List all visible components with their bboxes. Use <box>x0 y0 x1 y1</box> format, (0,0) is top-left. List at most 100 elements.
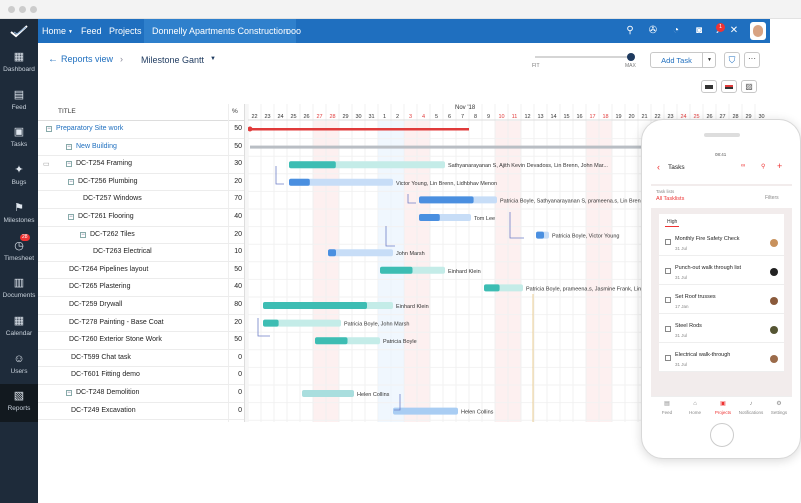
task-title[interactable]: New Building <box>76 142 117 150</box>
task-checkbox[interactable] <box>665 268 671 274</box>
table-row[interactable]: − DC-T256 Plumbing 20 <box>38 174 244 192</box>
logo[interactable] <box>0 19 38 43</box>
phone-back-icon[interactable]: ‹ <box>657 162 660 172</box>
zoom-slider[interactable] <box>535 56 631 58</box>
task-title[interactable]: DC-T256 Plumbing <box>78 177 138 185</box>
task-checkbox[interactable] <box>665 326 671 332</box>
task-checkbox[interactable] <box>665 297 671 303</box>
table-row[interactable]: DC-T265 Plastering 40 <box>38 279 244 297</box>
baseline-icon[interactable] <box>721 80 737 93</box>
phone-search-icon[interactable]: ⚲ <box>761 164 766 170</box>
phone-chain-icon[interactable]: ∞ <box>741 163 746 169</box>
task-bar[interactable] <box>328 249 393 257</box>
tasklist-selector[interactable]: Task lists All Tasklists Filters <box>651 186 792 208</box>
task-title[interactable]: DC-T261 Flooring <box>78 213 134 220</box>
collapse-toggle-icon[interactable]: − <box>68 214 74 220</box>
caret-down-icon[interactable]: ▼ <box>210 56 216 62</box>
task-bar[interactable] <box>263 319 341 327</box>
summary-bar[interactable] <box>250 145 757 149</box>
table-row[interactable]: DC-T263 Electrical 10 <box>38 244 244 262</box>
task-title[interactable]: DC-T254 Framing <box>76 160 133 168</box>
milestone-bar[interactable] <box>248 128 469 131</box>
splitter-handle[interactable] <box>244 104 248 422</box>
gamepad-icon[interactable]: ✇ <box>648 25 658 36</box>
search-icon[interactable]: ⚲ <box>626 25 634 36</box>
sidebar-item-calendar[interactable]: ▦ Calendar <box>0 309 38 347</box>
task-bar[interactable] <box>302 390 354 397</box>
title-column-header[interactable]: TITLE <box>58 108 76 115</box>
sidebar-item-reports[interactable]: ▧ Reports <box>0 384 38 423</box>
nav-feed[interactable]: Feed <box>81 26 102 36</box>
table-row[interactable]: − Preparatory Site work 50 <box>38 121 244 139</box>
table-row[interactable]: − New Building 50 <box>38 139 244 157</box>
filter-icon[interactable]: ⛉ <box>724 52 740 68</box>
table-row[interactable]: DC-T259 Drywall 80 <box>38 297 244 315</box>
phone-tab-projects[interactable]: ▣ Projects <box>709 401 737 415</box>
table-row[interactable]: DC-T601 Fitting demo 0 <box>38 367 244 385</box>
mobile-task-card[interactable]: Electrical walk-through 31 Jul <box>659 348 784 372</box>
table-row[interactable]: − DC-T261 Flooring 40 <box>38 209 244 227</box>
table-row[interactable]: DC-T278 Painting - Base Coat 20 <box>38 315 244 333</box>
phone-filters[interactable]: Filters <box>765 195 779 201</box>
phone-tab-notifications[interactable]: ♪ Notifications <box>737 401 765 415</box>
nav-projects[interactable]: Projects <box>109 26 142 36</box>
reports-view-link[interactable]: Reports view <box>61 54 114 64</box>
percent-column-header[interactable]: % <box>232 108 238 115</box>
nav-home[interactable]: Home <box>42 26 67 36</box>
view-selector[interactable]: Milestone Gantt <box>141 55 205 65</box>
comment-icon[interactable]: ▭ <box>43 161 50 169</box>
task-title[interactable]: DC-T265 Plastering <box>69 283 131 291</box>
task-bar[interactable] <box>289 178 393 186</box>
sidebar-item-milestones[interactable]: ⚑ Milestones <box>0 196 38 234</box>
zoom-handle[interactable] <box>627 53 635 61</box>
task-title[interactable]: DC-T278 Painting - Base Coat <box>69 318 164 326</box>
sidebar-item-bugs[interactable]: ✦ Bugs <box>0 158 38 196</box>
timer-icon[interactable]: ◔ <box>672 25 680 36</box>
task-title[interactable]: Preparatory Site work <box>56 125 124 132</box>
more-options-icon[interactable]: ··· <box>744 52 760 68</box>
home-button[interactable] <box>710 423 734 447</box>
task-checkbox[interactable] <box>665 355 671 361</box>
phone-tab-home[interactable]: ⌂ Home <box>681 401 709 415</box>
sidebar-item-tasks[interactable]: ▣ Tasks <box>0 120 38 158</box>
table-row[interactable]: DC-T599 Chat task 0 <box>38 350 244 368</box>
critical-path-icon[interactable] <box>701 80 717 93</box>
task-title[interactable]: DC-T249 Excavation <box>71 406 136 414</box>
table-row[interactable]: − DC-T248 Demolition 0 <box>38 385 244 403</box>
phone-add-icon[interactable]: + <box>777 161 783 171</box>
mobile-task-card[interactable]: Steel Rods 31 Jul <box>659 319 784 343</box>
project-name-tab[interactable]: Donnelly Apartments Construction <box>144 19 297 43</box>
mobile-task-card[interactable]: Set Roof trusses 17 Jan <box>659 290 784 314</box>
task-title[interactable]: DC-T263 Electrical <box>93 248 152 256</box>
sidebar-item-documents[interactable]: ▥ Documents <box>0 271 38 309</box>
sidebar-item-timesheet[interactable]: ◷ Timesheet 28 <box>0 233 38 272</box>
task-title[interactable]: DC-T257 Windows <box>83 195 142 203</box>
sidebar-item-users[interactable]: ☺ Users <box>0 347 38 385</box>
task-title[interactable]: DC-T264 Pipelines layout <box>69 265 149 273</box>
add-task-dropdown-icon[interactable]: ▼ <box>702 53 716 67</box>
chat-icon[interactable]: ◙ <box>695 25 703 36</box>
task-title[interactable]: DC-T601 Fitting demo <box>71 371 140 379</box>
collapse-toggle-icon[interactable]: − <box>68 178 74 185</box>
more-menu[interactable]: ooo <box>286 26 302 36</box>
export-chart-icon[interactable]: ▨ <box>741 80 757 93</box>
table-row[interactable]: ▭ − DC-T254 Framing 30 <box>38 156 244 174</box>
avatar[interactable] <box>750 22 766 40</box>
task-title[interactable]: DC-T260 Exterior Stone Work <box>69 336 162 344</box>
task-checkbox[interactable] <box>665 239 671 245</box>
table-row[interactable]: DC-T260 Exterior Stone Work 50 <box>38 332 244 350</box>
task-title[interactable]: DC-T259 Drywall <box>69 301 123 308</box>
back-arrow-icon[interactable]: ← <box>48 54 58 65</box>
collapse-toggle-icon[interactable]: − <box>46 126 52 132</box>
mobile-task-card[interactable]: Punch-out walk through list 31 Jul <box>659 261 784 285</box>
collapse-toggle-icon[interactable]: − <box>66 161 72 168</box>
mobile-task-card[interactable]: Monthly Fire Safety Check 31 Jul <box>659 232 784 256</box>
collapse-toggle-icon[interactable]: − <box>80 231 86 238</box>
table-row[interactable]: DC-T257 Windows 70 <box>38 191 244 209</box>
phone-tab-settings[interactable]: ⚙ Settings <box>765 401 792 415</box>
add-task-button[interactable]: Add Task ▼ <box>650 52 716 68</box>
sidebar-item-feed[interactable]: ▤ Feed <box>0 83 38 121</box>
table-row[interactable]: DC-T264 Pipelines layout 50 <box>38 262 244 280</box>
task-bar[interactable] <box>393 407 458 415</box>
phone-tab-feed[interactable]: ▤ Feed <box>653 401 681 415</box>
